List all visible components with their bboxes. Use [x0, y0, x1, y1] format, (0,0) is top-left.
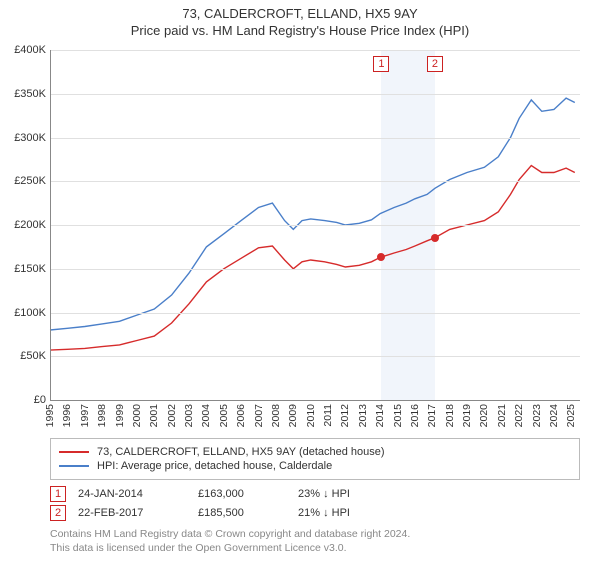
x-tick-label: 2025 — [565, 404, 577, 427]
legend-swatch-series1 — [59, 451, 89, 453]
y-tick-label: £50K — [2, 350, 46, 362]
x-tick-label: 1995 — [44, 404, 56, 427]
legend-box: 73, CALDERCROFT, ELLAND, HX5 9AY (detach… — [50, 438, 580, 480]
x-tick-label: 2011 — [322, 404, 334, 427]
x-tick-label: 2009 — [287, 404, 299, 427]
sale-date-1: 24-JAN-2014 — [78, 488, 198, 500]
y-tick-label: £150K — [2, 263, 46, 275]
x-tick-label: 2022 — [513, 404, 525, 427]
sale-change-2: 21% ↓ HPI — [298, 507, 350, 519]
x-tick-label: 2014 — [374, 404, 386, 427]
y-tick-label: £350K — [2, 88, 46, 100]
y-tick-label: £400K — [2, 44, 46, 56]
chart-title-line1: 73, CALDERCROFT, ELLAND, HX5 9AY — [0, 6, 600, 21]
x-tick-label: 2017 — [426, 404, 438, 427]
sale-date-2: 22-FEB-2017 — [78, 507, 198, 519]
x-tick-label: 1999 — [114, 404, 126, 427]
x-tick-label: 2016 — [409, 404, 421, 427]
band-marker: 1 — [373, 56, 389, 72]
sale-price-2: £185,500 — [198, 507, 298, 519]
sale-row-1: 1 24-JAN-2014 £163,000 23% ↓ HPI — [50, 486, 580, 502]
x-tick-label: 2015 — [392, 404, 404, 427]
legend-row-series2: HPI: Average price, detached house, Cald… — [59, 460, 571, 472]
attribution-line1: Contains HM Land Registry data © Crown c… — [50, 527, 580, 541]
x-tick-label: 1997 — [79, 404, 91, 427]
x-tick-label: 2024 — [548, 404, 560, 427]
chart-title-line2: Price paid vs. HM Land Registry's House … — [0, 23, 600, 38]
x-tick-label: 2010 — [305, 404, 317, 427]
sale-point-dot — [377, 253, 385, 261]
sale-point-dot — [431, 234, 439, 242]
band-marker: 2 — [427, 56, 443, 72]
y-tick-label: £100K — [2, 307, 46, 319]
x-tick-label: 2005 — [218, 404, 230, 427]
x-tick-label: 2002 — [166, 404, 178, 427]
legend-label-series2: HPI: Average price, detached house, Cald… — [97, 460, 332, 472]
x-tick-label: 2006 — [235, 404, 247, 427]
x-tick-label: 2018 — [444, 404, 456, 427]
chart-legend-block: 73, CALDERCROFT, ELLAND, HX5 9AY (detach… — [50, 438, 580, 555]
x-tick-label: 2012 — [339, 404, 351, 427]
chart-plot-area — [50, 50, 580, 400]
sale-change-1: 23% ↓ HPI — [298, 488, 350, 500]
y-tick-label: £300K — [2, 132, 46, 144]
x-tick-label: 2020 — [478, 404, 490, 427]
legend-label-series1: 73, CALDERCROFT, ELLAND, HX5 9AY (detach… — [97, 446, 385, 458]
x-tick-label: 2019 — [461, 404, 473, 427]
legend-swatch-series2 — [59, 465, 89, 467]
x-tick-label: 2023 — [531, 404, 543, 427]
sale-marker-2: 2 — [50, 505, 66, 521]
y-tick-label: £200K — [2, 219, 46, 231]
x-tick-label: 2007 — [253, 404, 265, 427]
sale-price-1: £163,000 — [198, 488, 298, 500]
x-tick-label: 2001 — [148, 404, 160, 427]
x-tick-label: 2008 — [270, 404, 282, 427]
x-tick-label: 2013 — [357, 404, 369, 427]
sale-marker-1: 1 — [50, 486, 66, 502]
x-tick-label: 2004 — [200, 404, 212, 427]
x-tick-label: 2021 — [496, 404, 508, 427]
x-tick-label: 2000 — [131, 404, 143, 427]
y-tick-label: £250K — [2, 175, 46, 187]
y-tick-label: £0 — [2, 394, 46, 406]
legend-row-series1: 73, CALDERCROFT, ELLAND, HX5 9AY (detach… — [59, 446, 571, 458]
sales-table: 1 24-JAN-2014 £163,000 23% ↓ HPI 2 22-FE… — [50, 486, 580, 521]
attribution-line2: This data is licensed under the Open Gov… — [50, 541, 580, 555]
x-tick-label: 1996 — [61, 404, 73, 427]
attribution-text: Contains HM Land Registry data © Crown c… — [50, 527, 580, 555]
sale-row-2: 2 22-FEB-2017 £185,500 21% ↓ HPI — [50, 505, 580, 521]
x-tick-label: 1998 — [96, 404, 108, 427]
x-tick-label: 2003 — [183, 404, 195, 427]
